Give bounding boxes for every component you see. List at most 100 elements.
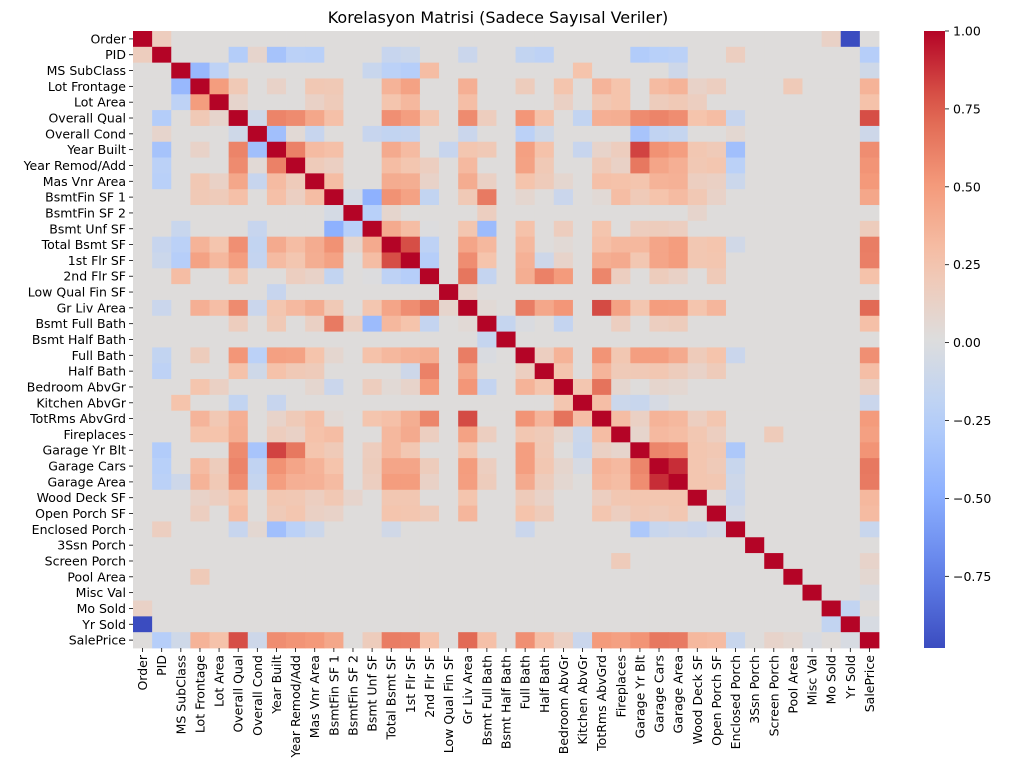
- heatmap-cell: [458, 299, 478, 317]
- heatmap-cell: [305, 141, 325, 158]
- heatmap-cell: [821, 141, 842, 158]
- heatmap-cell: [649, 473, 669, 491]
- heatmap-cell: [362, 220, 383, 238]
- heatmap-cell: [649, 489, 669, 507]
- heatmap-cell: [534, 173, 555, 190]
- heatmap-cell: [228, 252, 249, 269]
- heatmap-cell: [630, 632, 650, 649]
- heatmap-cell: [343, 173, 363, 190]
- heatmap-cell: [228, 62, 249, 79]
- heatmap-cell: [496, 363, 516, 380]
- heatmap-cell: [400, 315, 421, 332]
- heatmap-cell: [286, 363, 306, 380]
- heatmap-cell: [572, 189, 593, 206]
- heatmap-cell: [381, 205, 402, 222]
- heatmap-cell: [477, 46, 497, 64]
- heatmap-cell: [419, 600, 440, 617]
- heatmap-cell: [764, 394, 784, 412]
- heatmap-cell: [745, 141, 765, 158]
- heatmap-cell: [133, 632, 153, 649]
- heatmap-cell: [190, 31, 210, 48]
- heatmap-cell: [821, 173, 842, 190]
- heatmap-cell: [553, 473, 574, 491]
- heatmap-cell: [381, 189, 402, 206]
- colorbar-tick-label: −0.50: [953, 491, 991, 506]
- heatmap-cell: [553, 632, 574, 649]
- heatmap-cell: [859, 299, 880, 317]
- heatmap-cell: [745, 110, 765, 127]
- heatmap-cell: [152, 473, 172, 491]
- heatmap-cell: [859, 125, 880, 143]
- heatmap-cell: [152, 632, 172, 649]
- heatmap-cell: [572, 205, 593, 222]
- heatmap-cell: [400, 236, 421, 253]
- heatmap-cell: [419, 94, 440, 111]
- heatmap-cell: [458, 236, 478, 253]
- heatmap-cell: [381, 553, 402, 570]
- row-tick-label: Kitchen AbvGr: [36, 395, 127, 410]
- heatmap-cell: [133, 31, 153, 48]
- heatmap-cell: [745, 473, 765, 491]
- heatmap-cell: [745, 394, 765, 412]
- heatmap-cell: [592, 173, 612, 190]
- heatmap-cell: [228, 331, 249, 348]
- heatmap-cell: [515, 616, 536, 633]
- heatmap-cell: [152, 458, 172, 475]
- heatmap-cell: [725, 347, 746, 364]
- heatmap-cell: [592, 363, 612, 380]
- heatmap-cell: [171, 379, 191, 396]
- heatmap-cell: [764, 473, 784, 491]
- heatmap-cell: [400, 331, 421, 348]
- heatmap-cell: [630, 442, 650, 459]
- heatmap-cell: [266, 315, 287, 332]
- heatmap-cell: [668, 46, 689, 64]
- heatmap-cell: [840, 489, 861, 507]
- heatmap-cell: [133, 331, 153, 348]
- heatmap-cell: [840, 537, 861, 554]
- heatmap-cell: [840, 394, 861, 412]
- heatmap-cell: [802, 31, 823, 48]
- heatmap-cell: [802, 78, 823, 95]
- heatmap-cell: [477, 284, 497, 301]
- heatmap-cell: [439, 473, 459, 491]
- heatmap-cell: [209, 299, 230, 317]
- heatmap-cell: [859, 62, 880, 79]
- heatmap-cell: [305, 205, 325, 222]
- heatmap-cell: [725, 78, 746, 95]
- heatmap-cell: [630, 521, 650, 538]
- heatmap-cell: [247, 584, 268, 601]
- heatmap-cell: [821, 410, 842, 427]
- heatmap-cell: [190, 284, 210, 301]
- heatmap-cell: [496, 236, 516, 253]
- heatmap-cell: [362, 315, 383, 332]
- heatmap-cell: [783, 347, 803, 364]
- heatmap-cell: [840, 410, 861, 427]
- heatmap-cell: [266, 78, 287, 95]
- heatmap-cell: [515, 537, 536, 554]
- heatmap-cell: [668, 157, 689, 174]
- heatmap-cell: [439, 505, 459, 522]
- heatmap-cell: [515, 410, 536, 427]
- heatmap-cell: [362, 521, 383, 538]
- heatmap-cell: [725, 46, 746, 64]
- heatmap-cell: [343, 46, 363, 64]
- heatmap-cell: [745, 252, 765, 269]
- heatmap-cell: [343, 521, 363, 538]
- heatmap-cell: [553, 205, 574, 222]
- heatmap-cell: [439, 458, 459, 475]
- heatmap-cell: [286, 489, 306, 507]
- heatmap-cell: [324, 394, 344, 412]
- column-tick-label: 1st Flr SF: [403, 655, 418, 713]
- heatmap-cell: [209, 537, 230, 554]
- heatmap-cell: [362, 363, 383, 380]
- heatmap-cell: [439, 379, 459, 396]
- heatmap-cell: [324, 410, 344, 427]
- heatmap-cell: [496, 299, 516, 317]
- heatmap-cell: [802, 46, 823, 64]
- heatmap-cell: [783, 426, 803, 443]
- heatmap-cell: [343, 537, 363, 554]
- heatmap-cell: [419, 537, 440, 554]
- heatmap-cell: [783, 331, 803, 348]
- row-tick-label: Mas Vnr Area: [43, 174, 126, 189]
